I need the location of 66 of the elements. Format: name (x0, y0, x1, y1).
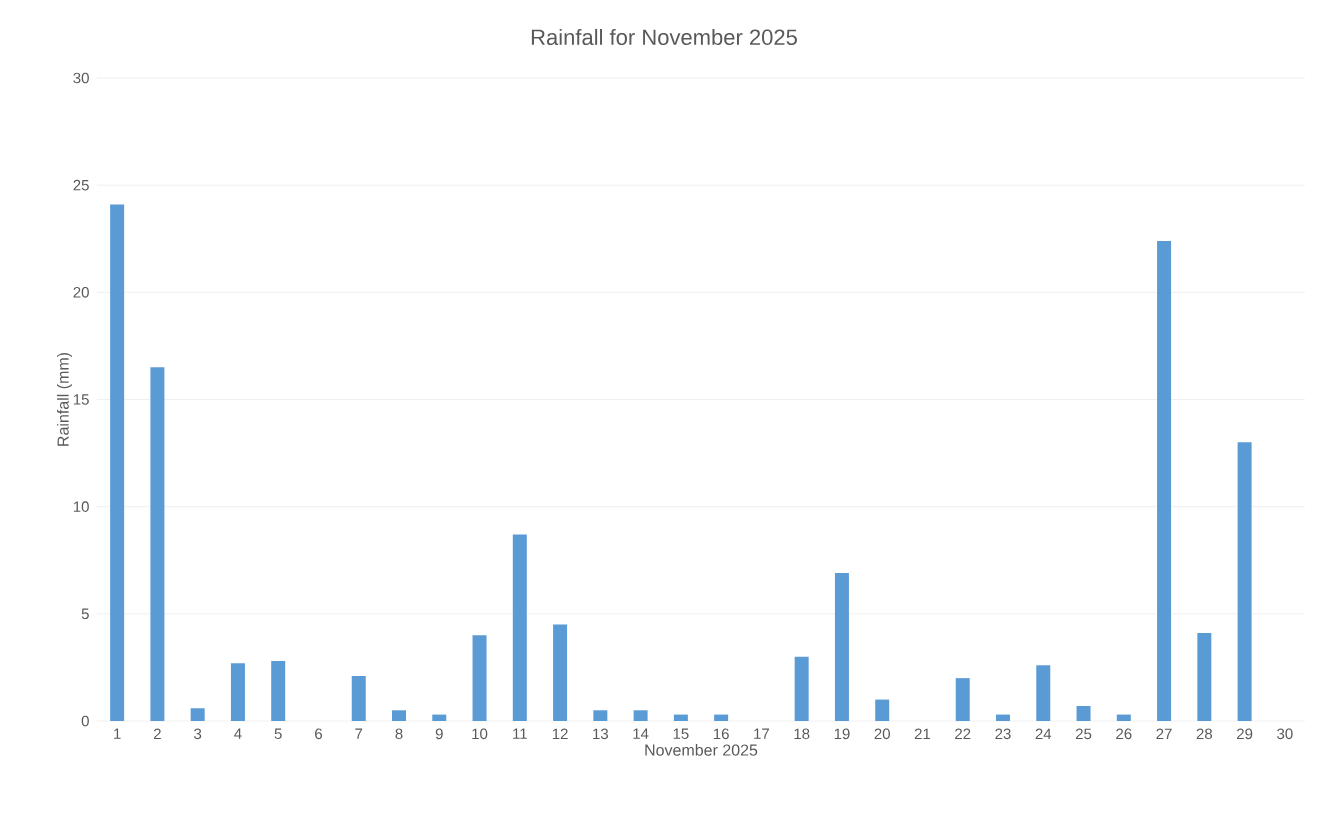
x-tick-label: 6 (315, 728, 322, 740)
bar (714, 714, 729, 721)
y-tick-label: 5 (81, 608, 89, 620)
y-tick-label: 30 (73, 72, 89, 84)
bar (230, 663, 245, 721)
x-tick-label: 8 (395, 728, 403, 740)
bar (996, 714, 1011, 721)
bar (351, 675, 366, 721)
x-tick-label: 24 (1035, 728, 1052, 740)
bar (110, 204, 125, 721)
y-tick-label: 10 (73, 501, 89, 512)
bar (512, 534, 527, 721)
bar (834, 573, 849, 721)
x-tick-label: 17 (754, 728, 769, 739)
y-tick-label: 20 (73, 287, 89, 298)
bar (1237, 442, 1252, 721)
x-axis-title: November 2025 (645, 744, 758, 756)
x-tick-label: 29 (1237, 728, 1253, 740)
x-tick-label: 9 (435, 728, 443, 740)
bar (633, 710, 648, 721)
x-tick-label: 28 (1196, 728, 1213, 740)
x-tick-label: 14 (633, 728, 649, 739)
bar (593, 710, 608, 721)
bar (150, 367, 165, 721)
x-tick-label: 1 (114, 728, 121, 739)
bar (432, 714, 447, 721)
x-tick-label: 3 (194, 728, 202, 740)
x-tick-label: 21 (914, 728, 931, 740)
x-tick-label: 19 (834, 728, 850, 740)
x-tick-label: 7 (355, 728, 363, 739)
bar (553, 624, 568, 721)
x-tick-label: 15 (673, 728, 689, 739)
bar (190, 708, 205, 721)
x-tick-label: 12 (552, 728, 568, 740)
x-tick-label: 4 (234, 728, 242, 739)
x-tick-label: 20 (874, 728, 890, 740)
x-tick-label: 13 (593, 728, 609, 740)
bar (392, 710, 407, 721)
bar (1157, 240, 1172, 721)
y-axis-title: Rainfall (mm) (57, 352, 72, 446)
x-tick-label: 10 (472, 728, 488, 740)
bar (794, 656, 809, 721)
x-tick-label: 16 (713, 728, 729, 740)
chart-title: Rainfall for November 2025 (531, 28, 797, 46)
bar (955, 678, 970, 721)
bar (472, 635, 487, 721)
x-tick-label: 5 (274, 728, 282, 739)
bar (271, 660, 286, 721)
bar (1036, 665, 1051, 721)
y-tick-label: 25 (73, 179, 89, 191)
bar (1197, 633, 1212, 721)
y-tick-label: 15 (73, 394, 89, 405)
x-tick-label: 30 (1277, 728, 1293, 740)
bar (1076, 706, 1091, 721)
y-tick-label: 0 (81, 715, 89, 727)
bar (1116, 714, 1131, 721)
x-tick-label: 26 (1116, 728, 1132, 740)
x-tick-label: 25 (1075, 728, 1092, 740)
bar (673, 714, 688, 721)
x-tick-label: 18 (794, 728, 810, 740)
x-tick-label: 27 (1156, 728, 1172, 740)
x-tick-label: 11 (513, 728, 527, 739)
x-tick-label: 23 (995, 728, 1011, 740)
bar (875, 699, 890, 721)
x-tick-label: 2 (153, 728, 161, 740)
x-tick-label: 22 (955, 728, 971, 740)
